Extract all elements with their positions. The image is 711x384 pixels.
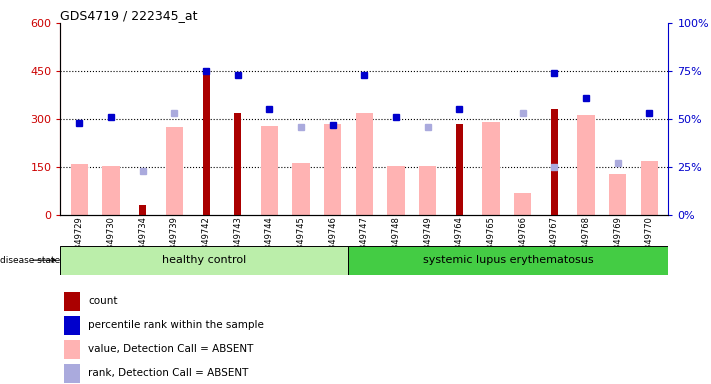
Bar	[70, 164, 88, 215]
Bar	[166, 127, 183, 215]
Text: GDS4719 / 222345_at: GDS4719 / 222345_at	[60, 9, 198, 22]
Text: systemic lupus erythematosus: systemic lupus erythematosus	[423, 255, 594, 265]
Bar	[482, 122, 500, 215]
Bar	[65, 340, 80, 359]
Bar	[456, 124, 463, 215]
Bar	[514, 193, 531, 215]
Bar	[292, 163, 310, 215]
Bar	[419, 166, 437, 215]
Bar	[139, 205, 146, 215]
Bar	[551, 109, 558, 215]
Bar	[65, 364, 80, 383]
Bar	[609, 174, 626, 215]
Bar	[65, 292, 80, 311]
Bar	[65, 316, 80, 335]
Bar	[60, 246, 348, 275]
Bar	[387, 166, 405, 215]
Bar	[234, 113, 241, 215]
Text: value, Detection Call = ABSENT: value, Detection Call = ABSENT	[88, 344, 253, 354]
Text: percentile rank within the sample: percentile rank within the sample	[88, 320, 264, 331]
Bar	[261, 126, 278, 215]
Bar	[203, 68, 210, 215]
Bar	[102, 166, 119, 215]
Text: disease state: disease state	[0, 256, 60, 265]
Bar	[641, 161, 658, 215]
Bar	[356, 113, 373, 215]
Bar	[324, 124, 341, 215]
Text: count: count	[88, 296, 117, 306]
Bar	[577, 115, 594, 215]
Bar	[348, 246, 668, 275]
Text: rank, Detection Call = ABSENT: rank, Detection Call = ABSENT	[88, 368, 248, 379]
Text: healthy control: healthy control	[162, 255, 247, 265]
